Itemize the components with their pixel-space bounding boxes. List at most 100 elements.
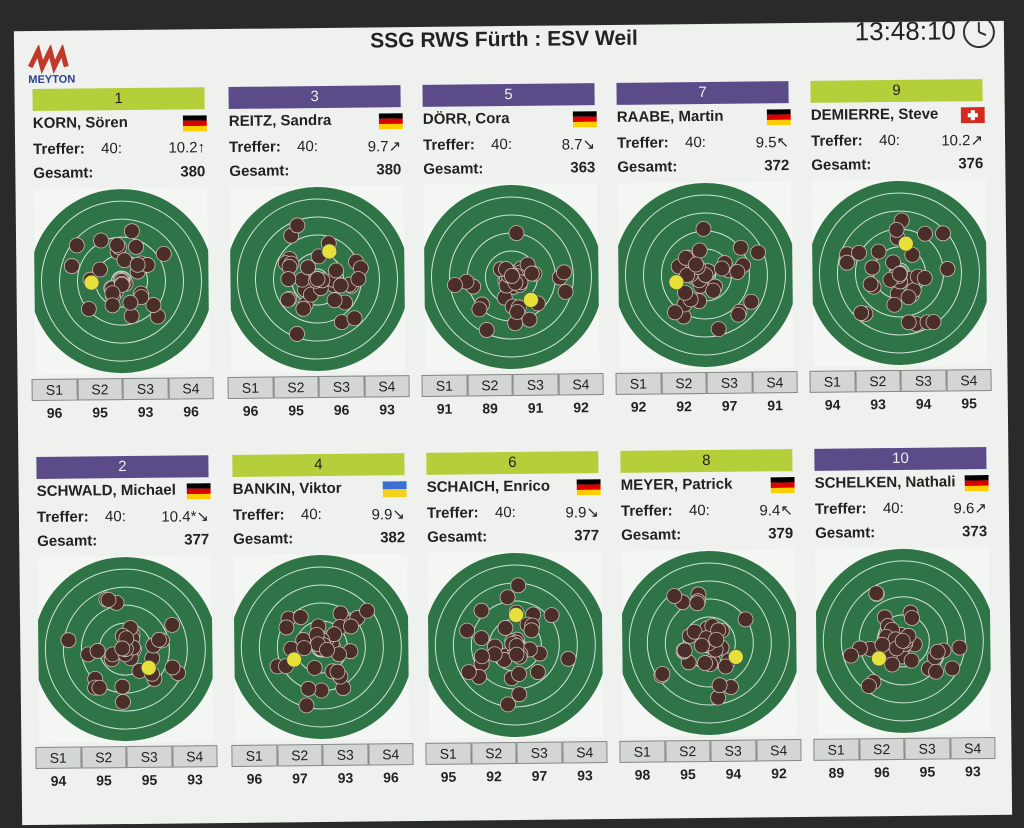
series-value-3: 93 (137, 403, 154, 420)
target-display (33, 187, 210, 375)
series-tab-4[interactable]: S4 (168, 377, 214, 400)
shot-mark (523, 622, 540, 639)
series-tab-3[interactable]: S3 (904, 737, 951, 760)
shot-mark (676, 642, 693, 659)
series-values: 89 96 95 93 (814, 763, 996, 781)
series-tab-2[interactable]: S2 (276, 744, 323, 767)
series-value-2: 97 (292, 770, 308, 787)
series-tab-1[interactable]: S1 (31, 378, 78, 402)
shot-mark (504, 268, 520, 284)
treffer-count: 40: (101, 140, 123, 158)
series-value-1: 96 (46, 404, 63, 421)
shot-mark (729, 264, 746, 280)
series-value-1: 89 (828, 764, 845, 781)
series-tab-2[interactable]: S2 (858, 737, 905, 761)
shot-mark (904, 610, 920, 626)
series-tab-2[interactable]: S2 (660, 371, 707, 395)
last-shot-mark (897, 235, 914, 252)
last-shot-score: 10.2 (941, 132, 971, 150)
series-values: 98 95 94 92 (620, 765, 802, 783)
series-header: S1 S2 S3 S4 (231, 743, 414, 767)
series-tab-1[interactable]: S1 (227, 376, 274, 399)
series-tab-3[interactable]: S3 (322, 743, 369, 767)
shot-mark (295, 300, 312, 317)
shot-mark (509, 304, 526, 320)
shot-mark (116, 252, 133, 269)
series-tab-3[interactable]: S3 (900, 369, 947, 392)
shot-mark (500, 696, 516, 713)
series-tab-3[interactable]: S3 (710, 739, 757, 762)
series-tab-1[interactable]: S1 (813, 738, 860, 761)
shot-mark (89, 643, 106, 659)
series-tab-4[interactable]: S4 (949, 736, 996, 760)
gesamt-label: Gesamt: (37, 532, 98, 550)
last-shot-mark (321, 243, 338, 260)
shot-mark (499, 589, 516, 606)
shot-mark (128, 239, 144, 255)
series-values: 96 97 93 96 (232, 769, 414, 787)
shot-mark (888, 221, 905, 238)
series-value-2: 89 (482, 400, 498, 417)
series-tab-4[interactable]: S4 (171, 745, 218, 768)
series-tab-2[interactable]: S2 (273, 376, 319, 399)
series-value-2: 95 (288, 402, 304, 419)
series-tab-2[interactable]: S2 (77, 378, 123, 401)
series-tab-2[interactable]: S2 (854, 369, 901, 393)
series-tab-4[interactable]: S4 (561, 741, 608, 764)
treffer-label: Treffer: (422, 136, 475, 154)
treffer-count: 40: (490, 135, 513, 154)
treffer-count: 40: (882, 499, 904, 518)
position-bar: 2 (36, 455, 209, 479)
series-tab-1[interactable]: S1 (615, 372, 662, 395)
shot-mark (511, 666, 527, 682)
series-tab-2[interactable]: S2 (80, 746, 127, 769)
shot-mark (164, 616, 181, 633)
series-tab-4[interactable]: S4 (945, 368, 992, 392)
shot-mark (935, 225, 951, 242)
last-shot-mark (668, 274, 685, 291)
series-tab-1[interactable]: S1 (619, 740, 666, 763)
shot-mark (292, 609, 309, 626)
shot-mark (860, 678, 877, 694)
series-tab-3[interactable]: S3 (318, 375, 365, 399)
series-tab-1[interactable]: S1 (231, 744, 278, 767)
series-tab-4[interactable]: S4 (755, 738, 802, 762)
last-shot-value: 9.9↘ (371, 505, 405, 523)
shooter-card: 9 DEMIERRE, Steve Treffer: 40: 10.2↗ Gesamt: 3… (804, 77, 994, 427)
series-tab-3[interactable]: S3 (122, 377, 169, 401)
gesamt-label: Gesamt: (233, 530, 294, 548)
series-tab-4[interactable]: S4 (557, 373, 604, 396)
shot-mark (296, 640, 313, 657)
series-tab-2[interactable]: S2 (466, 374, 513, 397)
clock-time: 13:48:10 (854, 20, 957, 47)
series-tab-1[interactable]: S1 (809, 370, 856, 393)
series-tab-3[interactable]: S3 (516, 741, 563, 764)
last-shot-mark (727, 649, 744, 665)
gesamt-value: 376 (958, 155, 984, 173)
shot-mark (306, 660, 323, 676)
series-tab-4[interactable]: S4 (751, 371, 798, 394)
series-value-4: 96 (183, 403, 199, 420)
series-tab-4[interactable]: S4 (363, 375, 410, 398)
shot-mark (929, 643, 946, 660)
series-tab-1[interactable]: S1 (421, 374, 468, 397)
series-tab-3[interactable]: S3 (706, 371, 753, 394)
series-tab-4[interactable]: S4 (367, 743, 414, 766)
treffer-label: Treffer: (229, 138, 281, 156)
series-values: 91 89 91 92 (422, 399, 604, 417)
series-tab-2[interactable]: S2 (664, 739, 711, 763)
shot-mark (666, 588, 683, 604)
series-tab-1[interactable]: S1 (425, 742, 472, 765)
series-tab-2[interactable]: S2 (470, 741, 517, 765)
series-tab-1[interactable]: S1 (35, 746, 82, 770)
shot-mark (298, 697, 315, 714)
shot-mark (697, 655, 713, 671)
shot-mark (474, 648, 490, 665)
shot-mark (951, 639, 968, 656)
series-values: 94 95 95 93 (36, 771, 218, 789)
series-tab-3[interactable]: S3 (126, 745, 173, 769)
series-tab-3[interactable]: S3 (512, 373, 559, 397)
shot-direction-arrow-icon: ↘ (582, 136, 596, 154)
target-display (233, 553, 410, 741)
shot-mark (278, 619, 295, 636)
